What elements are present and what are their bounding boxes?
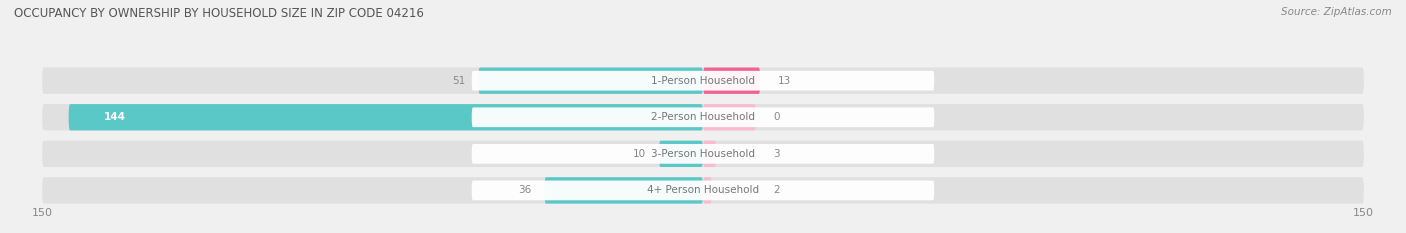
Text: 2: 2 (773, 185, 780, 195)
Text: 51: 51 (451, 76, 465, 86)
FancyBboxPatch shape (703, 177, 711, 204)
FancyBboxPatch shape (471, 71, 934, 91)
Text: 36: 36 (517, 185, 531, 195)
FancyBboxPatch shape (42, 141, 1364, 167)
FancyBboxPatch shape (42, 177, 1364, 204)
FancyBboxPatch shape (471, 144, 934, 164)
FancyBboxPatch shape (42, 68, 1364, 94)
Text: OCCUPANCY BY OWNERSHIP BY HOUSEHOLD SIZE IN ZIP CODE 04216: OCCUPANCY BY OWNERSHIP BY HOUSEHOLD SIZE… (14, 7, 425, 20)
FancyBboxPatch shape (703, 104, 756, 130)
Text: 144: 144 (104, 112, 127, 122)
FancyBboxPatch shape (544, 177, 703, 204)
Text: 3-Person Household: 3-Person Household (651, 149, 755, 159)
FancyBboxPatch shape (69, 104, 703, 130)
FancyBboxPatch shape (659, 141, 703, 167)
Text: 13: 13 (778, 76, 792, 86)
Text: Source: ZipAtlas.com: Source: ZipAtlas.com (1281, 7, 1392, 17)
FancyBboxPatch shape (471, 181, 934, 200)
FancyBboxPatch shape (478, 68, 703, 94)
Text: 2-Person Household: 2-Person Household (651, 112, 755, 122)
Text: 10: 10 (633, 149, 645, 159)
Text: 3: 3 (773, 149, 780, 159)
Text: 4+ Person Household: 4+ Person Household (647, 185, 759, 195)
Text: 1-Person Household: 1-Person Household (651, 76, 755, 86)
Text: 0: 0 (773, 112, 780, 122)
FancyBboxPatch shape (471, 107, 934, 127)
FancyBboxPatch shape (703, 68, 761, 94)
FancyBboxPatch shape (42, 104, 1364, 130)
FancyBboxPatch shape (703, 141, 716, 167)
